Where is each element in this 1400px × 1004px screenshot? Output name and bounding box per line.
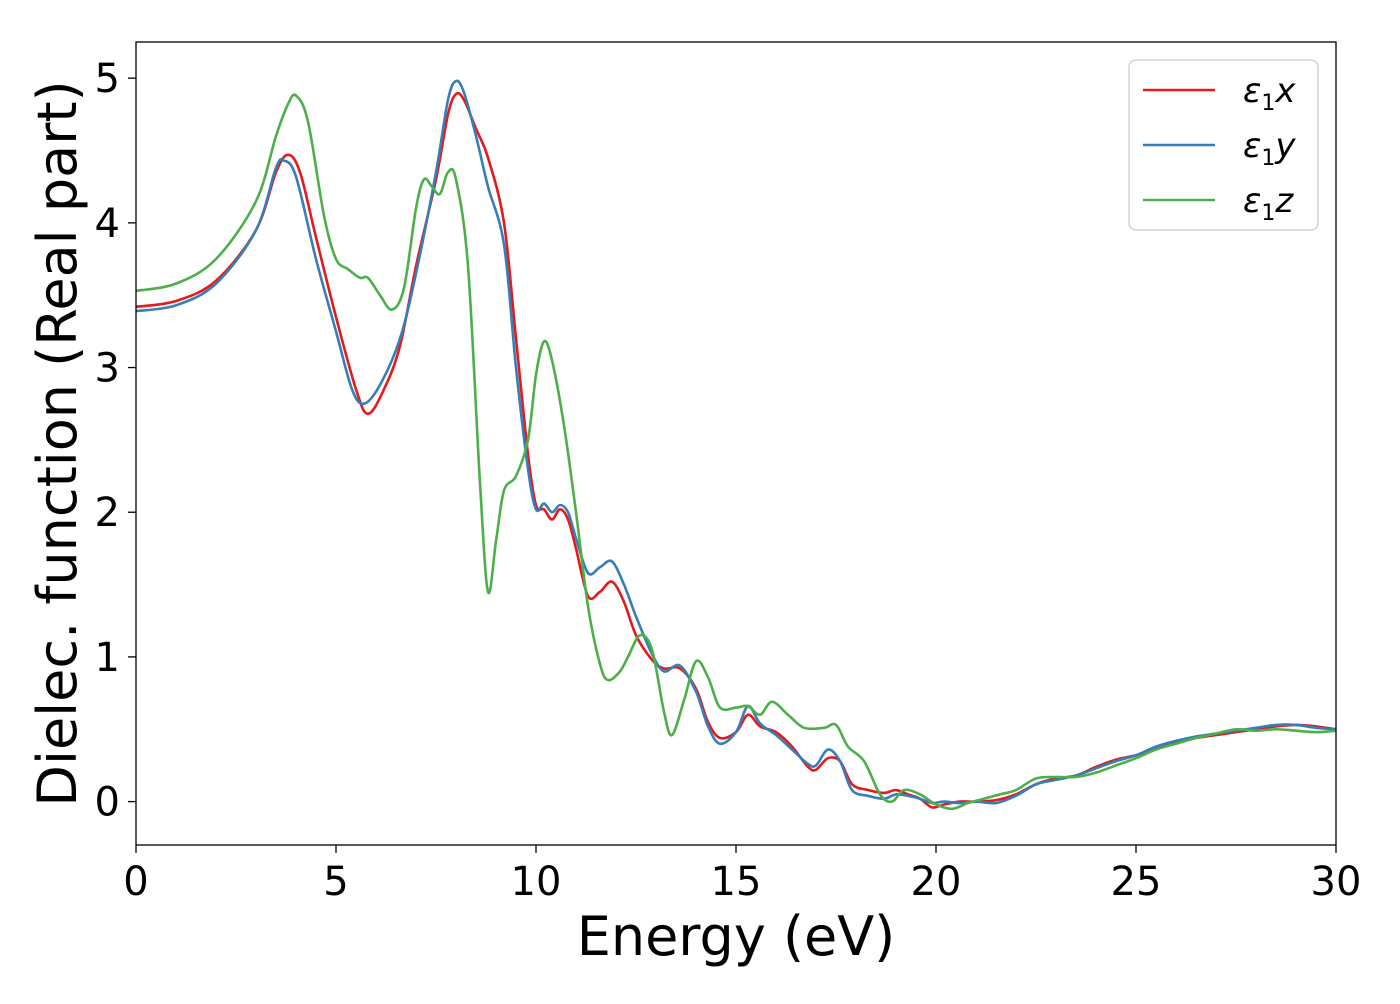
legend-items: ε1x ε1y ε1z	[1143, 71, 1296, 226]
series-line-z	[136, 93, 1336, 811]
legend-label-x: ε1x	[1243, 71, 1296, 116]
x-axis-title: Energy (eV)	[577, 905, 896, 968]
x-tick-label: 30	[1311, 859, 1362, 905]
y-tick-label: 2	[95, 490, 120, 536]
legend-label-y: ε1y	[1243, 126, 1296, 171]
y-tick-label: 0	[95, 780, 120, 826]
x-tick-label: 5	[323, 859, 348, 905]
y-tick-label: 5	[95, 56, 120, 102]
y-tick-label: 3	[95, 346, 120, 392]
x-tick-label: 15	[711, 859, 762, 905]
legend-label-z: ε1z	[1243, 181, 1294, 226]
y-axis-ticks: 0 1 2 3 4 5	[95, 56, 136, 826]
x-tick-label: 10	[511, 859, 562, 905]
series-layer	[136, 79, 1336, 811]
x-tick-label: 25	[1111, 859, 1162, 905]
legend: ε1x ε1y ε1z	[1128, 59, 1319, 231]
legend-box	[1128, 59, 1319, 231]
x-tick-label: 20	[911, 859, 962, 905]
x-axis-ticks: 0 5 10 15 20 25 30	[123, 845, 1361, 905]
y-tick-label: 1	[95, 635, 120, 681]
y-tick-label: 4	[95, 201, 120, 247]
y-axis-title: Dielec. function (Real part)	[26, 80, 89, 806]
series-line-y	[136, 79, 1336, 805]
x-tick-label: 0	[123, 859, 148, 905]
